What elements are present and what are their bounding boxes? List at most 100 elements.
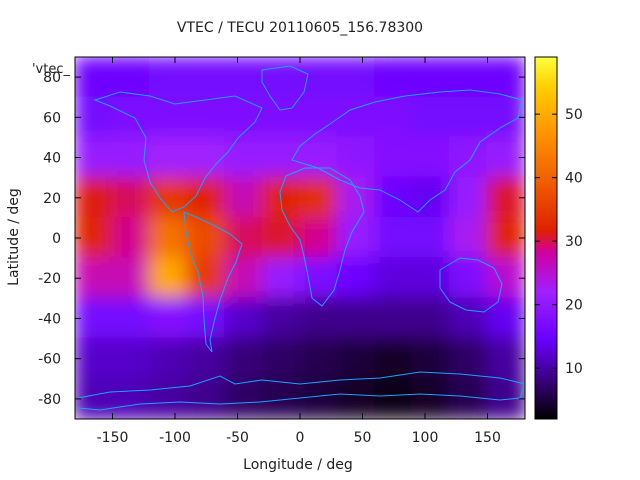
heatmap-cell [299, 337, 339, 380]
heatmap-cell [486, 216, 525, 260]
heatmap-cell [224, 176, 264, 219]
heatmap-cell [149, 257, 189, 300]
heatmap-cell [411, 297, 451, 340]
heatmap-cell [299, 176, 339, 219]
heatmap-cell [186, 297, 226, 340]
heatmap-cell [299, 57, 339, 99]
heatmap-cell [149, 216, 189, 260]
colorbar-ticks: 10 20 30 40 50 [535, 107, 583, 377]
y-axis-label: Latitude / deg [6, 188, 22, 286]
chart-title: VTEC / TECU 20110605_156.78300 [177, 20, 423, 36]
x-axis-ticks: -150 -100 -50 0 50 100 150 [97, 57, 501, 446]
coastline-australia [439, 257, 503, 313]
x-tick-label: 0 [296, 430, 305, 446]
x-tick-label: -150 [97, 430, 129, 446]
heatmap-cell [75, 176, 114, 219]
y-tick-label: 0 [52, 231, 61, 247]
heatmap-cell [224, 297, 264, 340]
y-tick-label: 40 [43, 151, 61, 167]
heatmap-cell [486, 337, 525, 380]
legend-entry: 'vtec_ [32, 62, 71, 77]
heatmap-cell [224, 216, 264, 260]
heatmap-cell [486, 136, 525, 179]
heatmap-cell [449, 337, 489, 380]
heatmap-cell [75, 337, 114, 380]
colorbar-tick-label: 20 [565, 298, 583, 314]
y-tick-label: -80 [38, 392, 61, 408]
heatmap-cell [336, 136, 376, 179]
heatmap-cell [261, 136, 301, 179]
heatmap-cell [374, 176, 414, 219]
coastline-eurasia [291, 89, 523, 213]
coastline-antarctica [77, 371, 525, 411]
heatmap-cell [75, 216, 114, 260]
heatmap-cell [374, 377, 414, 419]
heatmap-cell [336, 337, 376, 380]
heatmap-cell [186, 136, 226, 179]
heatmap-cell [111, 216, 151, 260]
heatmap-cell [299, 216, 339, 260]
heatmap-cell [374, 337, 414, 380]
heatmap-cell [299, 297, 339, 340]
heatmap-cell [299, 257, 339, 300]
x-tick-label: 100 [412, 430, 439, 446]
heatmap-cell [186, 216, 226, 260]
heatmap-cell [336, 176, 376, 219]
colorbar [534, 56, 558, 420]
heatmap-cell [111, 176, 151, 219]
heatmap-cell [224, 337, 264, 380]
heatmap-cell [149, 136, 189, 179]
y-tick-label: -20 [38, 271, 61, 287]
heatmap-cell [186, 57, 226, 99]
heatmap-cell [261, 216, 301, 260]
heatmap-cell [75, 136, 114, 179]
heatmap-cell [75, 257, 114, 300]
heatmap-cell [111, 96, 151, 139]
colorbar-tick-label: 30 [565, 234, 583, 250]
heatmap-cell [336, 297, 376, 340]
heatmap-cell [224, 136, 264, 179]
x-axis-label: Longitude / deg [243, 457, 353, 473]
heatmap-cell [186, 257, 226, 300]
colorbar-tick-label: 40 [565, 171, 583, 187]
heatmap-cell [111, 257, 151, 300]
heatmap-cell [186, 176, 226, 219]
heatmap-cell [374, 216, 414, 260]
heatmap-cell [149, 297, 189, 340]
y-tick-label: 80 [43, 70, 61, 86]
heatmap-cell [299, 377, 339, 419]
heatmap-cell [411, 257, 451, 300]
heatmap-cell [336, 257, 376, 300]
heatmap-cell [449, 377, 489, 419]
heatmap-cell [261, 297, 301, 340]
heatmap-cell [75, 297, 114, 340]
coastline-africa [279, 167, 365, 307]
heatmap-cell [449, 216, 489, 260]
heatmap-cell [336, 216, 376, 260]
y-tick-label: 20 [43, 191, 61, 207]
heatmap-cell [449, 297, 489, 340]
heatmap-cell [149, 337, 189, 380]
heatmap-cell [261, 257, 301, 300]
heatmap-cell [374, 96, 414, 139]
heatmap-cell [336, 57, 376, 99]
coastline-greenland [261, 65, 309, 111]
x-tick-label: -100 [159, 430, 191, 446]
heatmap-cell [75, 96, 114, 139]
y-tick-label: -60 [38, 352, 61, 368]
coastline-north-america [93, 91, 263, 213]
heatmap-cell [261, 337, 301, 380]
heatmap-cell [261, 176, 301, 219]
heatmap-cell [149, 57, 189, 99]
heatmap-cell [111, 57, 151, 99]
heatmap-cell [299, 136, 339, 179]
coastline-overlay [77, 65, 525, 411]
heatmap-cell [336, 377, 376, 419]
heatmap-cell [111, 297, 151, 340]
heatmap-cell [411, 136, 451, 179]
heatmap-cell [411, 96, 451, 139]
coastline-south-america [183, 211, 243, 353]
heatmap-cell [449, 257, 489, 300]
heatmap-cells [75, 57, 525, 419]
